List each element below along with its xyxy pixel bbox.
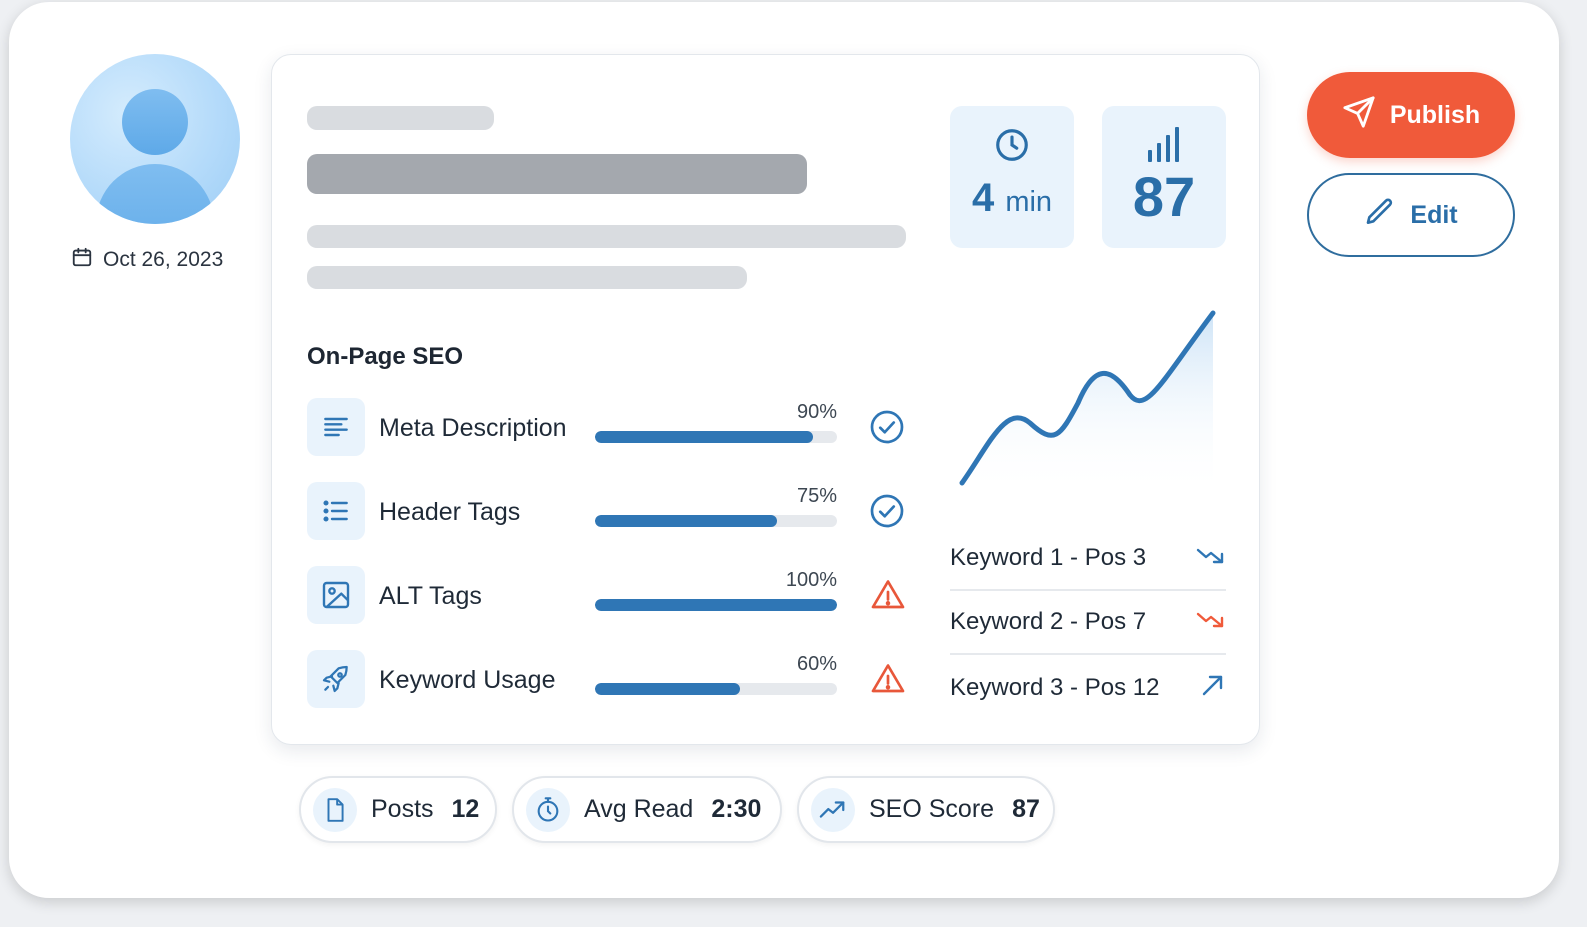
post-card: 4 min 87 On-Page SEO Meta Description 90… [271, 54, 1260, 745]
seo-item-percent: 100% [785, 569, 837, 591]
skeleton-line [307, 266, 747, 289]
keyword-row[interactable]: Keyword 2 - Pos 7 [950, 591, 1226, 655]
keyword-label: Keyword 1 - Pos 3 [950, 544, 1147, 571]
progress-fill [595, 683, 741, 695]
publish-date: Oct 26, 2023 [71, 246, 223, 274]
trending-up-icon [811, 787, 855, 832]
seo-item-label: Keyword Usage [379, 666, 556, 694]
traffic-trend-chart [959, 310, 1216, 495]
edit-button[interactable]: Edit [1307, 173, 1515, 257]
progress-fill [595, 431, 813, 443]
list-icon [307, 482, 365, 540]
image-icon [307, 566, 365, 624]
check-circle-icon [869, 493, 905, 534]
keyword-label: Keyword 3 - Pos 12 [950, 674, 1160, 701]
avg-read-label: Avg Read [584, 795, 694, 823]
skeleton-category [307, 106, 494, 130]
seo-section-title: On-Page SEO [307, 343, 464, 370]
skeleton-line [307, 225, 906, 248]
clock-icon [993, 126, 1031, 162]
read-time-stat: 4 min [950, 106, 1074, 248]
edit-label: Edit [1410, 200, 1458, 229]
seo-item-keyword-usage[interactable]: Keyword Usage 60% [307, 650, 907, 710]
posts-value: 12 [451, 795, 480, 823]
progress-bar [595, 431, 837, 443]
document-icon [313, 787, 357, 832]
text-lines-icon [307, 398, 365, 456]
skeleton-title [307, 154, 807, 194]
seo-score-value: 87 [1012, 795, 1040, 823]
posts-pill[interactable]: Posts 12 [299, 776, 497, 843]
arrow-up-right-icon [1200, 672, 1226, 705]
progress-bar [595, 683, 837, 695]
avg-read-pill[interactable]: Avg Read 2:30 [512, 776, 782, 843]
seo-score-label: SEO Score [869, 795, 995, 823]
seo-item-percent: 75% [796, 485, 837, 507]
seo-item-percent: 90% [796, 401, 837, 423]
avatar-body [96, 164, 214, 224]
rocket-icon [307, 650, 365, 708]
avg-read-value: 2:30 [711, 795, 762, 823]
pencil-icon [1364, 196, 1396, 235]
seo-item-meta-description[interactable]: Meta Description 90% [307, 398, 907, 458]
trending-down-icon [1196, 608, 1226, 637]
seo-item-alt-tags[interactable]: ALT Tags 100% [307, 566, 907, 626]
keyword-row[interactable]: Keyword 3 - Pos 12 [950, 656, 1226, 720]
keyword-row[interactable]: Keyword 1 - Pos 3 [950, 527, 1226, 591]
read-time-value: 4 min [971, 176, 1053, 220]
seo-item-label: Header Tags [379, 498, 521, 526]
trend-area [962, 313, 1213, 495]
seo-item-label: Meta Description [379, 414, 567, 442]
score-stat: 87 [1102, 106, 1226, 248]
seo-item-percent: 60% [796, 653, 837, 675]
warning-icon [869, 661, 907, 702]
trending-down-icon [1196, 544, 1226, 573]
warning-icon [869, 577, 907, 618]
keyword-label: Keyword 2 - Pos 7 [950, 608, 1147, 635]
signal-bars-icon [1144, 126, 1184, 162]
avatar[interactable] [70, 54, 240, 224]
publish-button[interactable]: Publish [1307, 72, 1515, 158]
seo-score-pill[interactable]: SEO Score 87 [797, 776, 1055, 843]
stopwatch-icon [526, 787, 570, 832]
progress-bar [595, 515, 837, 527]
publish-label: Publish [1389, 100, 1481, 129]
check-circle-icon [869, 409, 905, 450]
seo-item-header-tags[interactable]: Header Tags 75% [307, 482, 907, 542]
date-text: Oct 26, 2023 [103, 248, 224, 271]
posts-label: Posts [371, 795, 434, 823]
avatar-head [122, 89, 188, 155]
trend-line [959, 310, 1216, 486]
progress-bar [595, 599, 837, 611]
score-value: 87 [1132, 165, 1196, 228]
seo-item-label: ALT Tags [379, 582, 482, 610]
progress-fill [595, 599, 837, 611]
send-icon [1342, 95, 1376, 136]
progress-fill [595, 515, 777, 527]
calendar-icon [71, 246, 93, 274]
